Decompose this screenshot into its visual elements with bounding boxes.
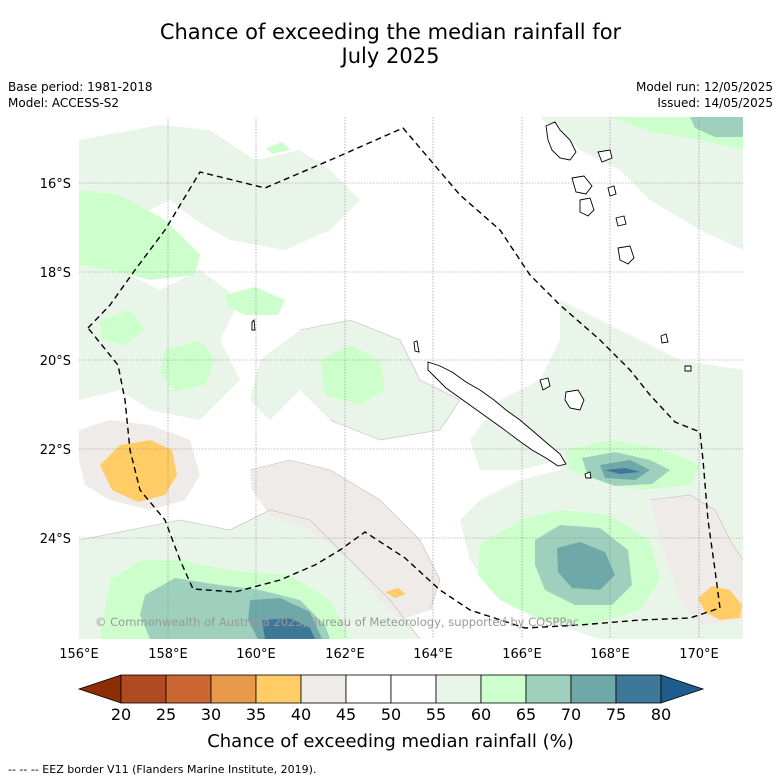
model-text: Model: ACCESS-S2 <box>8 96 120 110</box>
contour-35-40 <box>100 440 742 620</box>
lat-label: 20°S <box>40 354 71 369</box>
lon-label: 168°E <box>590 647 630 662</box>
colorbar-tick: 20 <box>111 705 131 724</box>
small-island <box>684 365 692 372</box>
longitude-labels: 156°E 158°E 160°E 162°E 164°E 166°E 168°… <box>59 647 719 662</box>
vanuatu-islands <box>545 121 635 265</box>
colorbar-low-extension <box>77 674 122 704</box>
lon-label: 166°E <box>502 647 542 662</box>
landmasses <box>251 121 692 479</box>
lon-label: 156°E <box>59 647 99 662</box>
colorbar-tick: 40 <box>291 705 311 724</box>
map-panel: © Commonwealth of Australia 2025, Bureau… <box>79 117 743 639</box>
colorbar-box <box>300 674 347 704</box>
base-period-text: Base period: 1981-2018 <box>8 80 153 94</box>
colorbar-tick: 55 <box>426 705 446 724</box>
map-title-line2: July 2025 <box>341 44 440 68</box>
small-island <box>251 319 256 331</box>
colorbar-tick: 30 <box>201 705 221 724</box>
lat-label: 16°S <box>40 177 71 192</box>
colorbar-box <box>345 674 392 704</box>
map-title-line1: Chance of exceeding the median rainfall … <box>159 20 622 44</box>
contour-lines <box>79 319 743 639</box>
colorbar-label: Chance of exceeding median rainfall (%) <box>207 731 574 752</box>
latitude-labels: 16°S 18°S 20°S 22°S 24°S <box>40 177 71 547</box>
colorbar-box <box>390 674 437 704</box>
colorbar-tick: 45 <box>336 705 356 724</box>
lon-label: 170°E <box>679 647 719 662</box>
lon-label: 158°E <box>148 647 188 662</box>
lon-label: 160°E <box>236 647 276 662</box>
eez-border <box>87 127 721 629</box>
colorbar-box <box>255 674 302 704</box>
colorbar-tick: 65 <box>516 705 536 724</box>
colorbar-box <box>525 674 572 704</box>
colorbar-tick: 35 <box>246 705 266 724</box>
lat-label: 18°S <box>40 266 71 281</box>
model-run-text: Model run: 12/05/2025 <box>635 80 773 94</box>
loyalty-islands <box>539 377 592 479</box>
lat-label: 22°S <box>40 443 71 458</box>
colorbar-tick: 50 <box>381 705 401 724</box>
contour-75-80 <box>262 468 640 639</box>
small-island <box>660 333 669 344</box>
colorbar-tick: 75 <box>606 705 626 724</box>
colorbar-box <box>570 674 617 704</box>
map-copyright: © Commonwealth of Australia 2025, Bureau… <box>95 615 579 629</box>
colorbar-ticks: 20 25 30 35 40 45 50 55 60 65 70 75 80 <box>111 705 671 724</box>
colorbar-high-extension <box>660 674 705 704</box>
colorbar-tick: 80 <box>651 705 671 724</box>
issued-text: Issued: 14/05/2025 <box>657 96 773 110</box>
colorbar-box <box>435 674 482 704</box>
colorbar: 20 25 30 35 40 45 50 55 60 65 70 75 80 <box>77 674 705 724</box>
gridlines <box>79 117 743 639</box>
colorbar-box <box>480 674 527 704</box>
colorbar-tick: 70 <box>561 705 581 724</box>
colorbar-box <box>210 674 257 704</box>
colorbar-tick: 25 <box>156 705 176 724</box>
colorbar-box <box>615 674 662 704</box>
colorbar-tick: 60 <box>471 705 491 724</box>
new-caledonia-island <box>427 361 567 467</box>
lat-label: 24°S <box>40 532 71 547</box>
lon-label: 164°E <box>413 647 453 662</box>
colorbar-box <box>165 674 212 704</box>
lon-label: 162°E <box>325 647 365 662</box>
small-island <box>413 340 420 353</box>
eez-footnote: -- -- -- EEZ border V11 (Flanders Marine… <box>8 763 317 776</box>
colorbar-box <box>120 674 167 704</box>
